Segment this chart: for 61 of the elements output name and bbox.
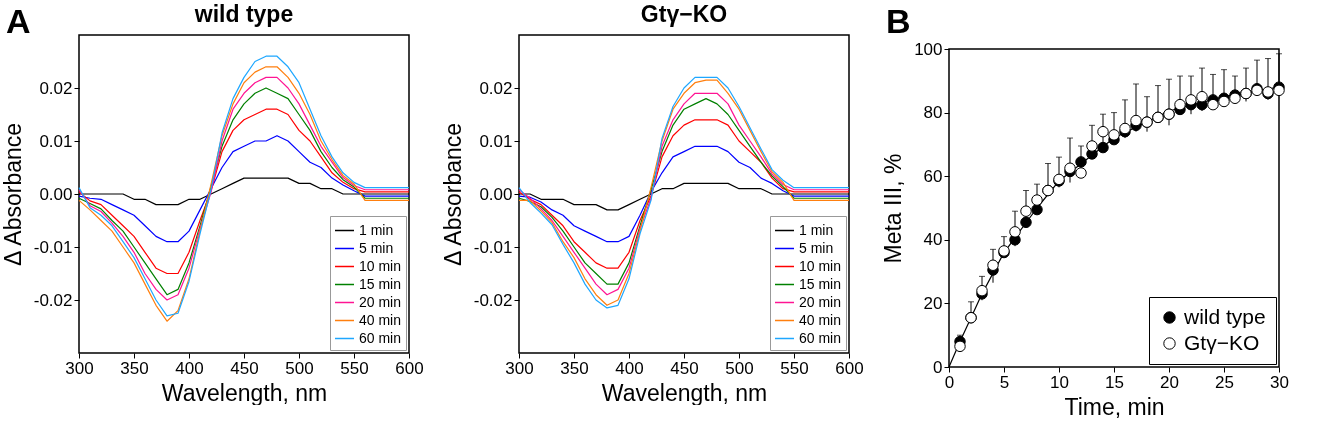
x-tick-label: 600 (395, 358, 424, 378)
y-tick-label: 0.00 (479, 184, 513, 204)
y-axis-title: Meta III, % (880, 153, 907, 264)
x-tick-label: 500 (285, 358, 314, 378)
x-tick-label: 350 (120, 358, 149, 378)
legend-label: 10 min (799, 257, 842, 274)
y-tick-label: -0.01 (33, 237, 73, 257)
legend-label: 20 min (799, 293, 842, 310)
x-tick-label: 15 (1105, 372, 1124, 392)
legend-label: 60 min (359, 329, 402, 346)
legend-label: 20 min (359, 293, 402, 310)
x-axis-title: Wavelength, nm (161, 379, 328, 406)
legend-label: 40 min (799, 311, 842, 328)
x-tick-label: 350 (560, 358, 589, 378)
legend-label: Gtγ−KO (1184, 330, 1260, 354)
text: B (886, 2, 911, 41)
y-axis-title: Δ Absorbance (0, 122, 26, 267)
x-tick-label: 550 (340, 358, 369, 378)
x-axis-title: Time, min (1064, 393, 1165, 420)
y-tick-label: 0.02 (39, 78, 73, 98)
x-tick-label: 450 (230, 358, 259, 378)
x-tick-label: 550 (780, 358, 809, 378)
y-tick-label: 80 (923, 103, 943, 123)
legend-label: 60 min (799, 329, 842, 346)
chart-title: wild type (193, 1, 294, 27)
x-tick-label: 300 (505, 358, 534, 378)
chart-title: Gtγ−KO (640, 1, 728, 27)
y-tick-label: 0.01 (479, 131, 513, 151)
x-tick-label: 400 (615, 358, 644, 378)
y-tick-label: 0.01 (39, 131, 73, 151)
x-tick-label: 30 (1270, 372, 1289, 392)
x-tick-label: 10 (1050, 372, 1069, 392)
y-axis-title: Δ Absorbance (439, 122, 466, 267)
legend-label: 40 min (359, 311, 402, 328)
x-tick-label: 600 (835, 358, 864, 378)
y-tick-label: -0.01 (473, 237, 513, 257)
y-tick-label: 60 (923, 166, 943, 186)
y-tick-label: -0.02 (33, 290, 73, 310)
y-tick-label: 100 (914, 39, 943, 59)
x-tick-label: 20 (1160, 372, 1179, 392)
y-tick-label: 0.00 (39, 184, 73, 204)
y-tick-label: -0.02 (473, 290, 513, 310)
legend-label: 5 min (359, 239, 394, 256)
text: A (6, 2, 31, 41)
legend-label: 15 min (359, 275, 402, 292)
y-tick-label: 40 (923, 230, 943, 250)
x-tick-label: 300 (65, 358, 94, 378)
legend-label: 1 min (359, 221, 394, 238)
y-tick-label: 20 (923, 293, 943, 313)
y-tick-label: 0.02 (479, 78, 513, 98)
x-axis-title: Wavelength, nm (601, 379, 768, 406)
legend-label: 15 min (799, 275, 842, 292)
x-tick-label: 500 (725, 358, 754, 378)
legend-label: 10 min (359, 257, 402, 274)
x-tick-label: 450 (670, 358, 699, 378)
x-tick-label: 400 (175, 358, 204, 378)
legend-label: 1 min (799, 221, 834, 238)
legend-label: 5 min (799, 239, 834, 256)
x-tick-label: 5 (999, 372, 1010, 392)
x-tick-label: 25 (1215, 372, 1234, 392)
legend-label: wild type (1183, 304, 1266, 328)
